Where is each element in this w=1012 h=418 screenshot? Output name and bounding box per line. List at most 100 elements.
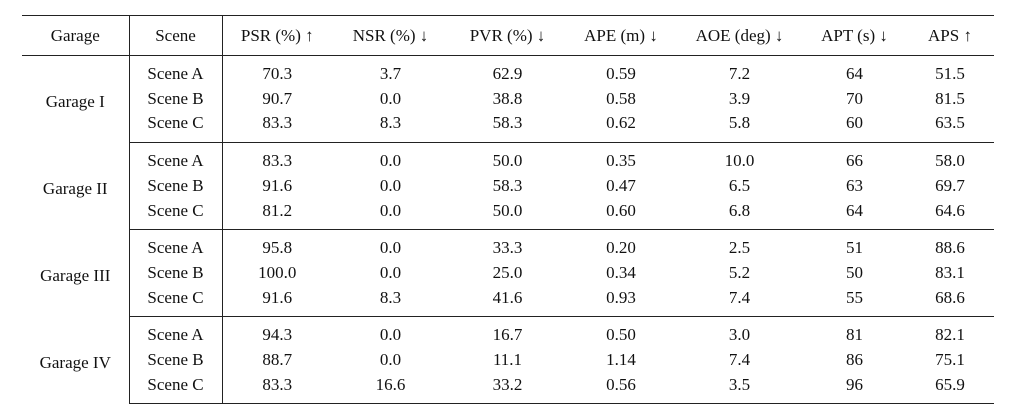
cell-psr: 94.3 (262, 325, 293, 345)
column-header-psr: PSR (%) ↑ (222, 15, 332, 56)
garage-group: Garage I Scene A 70.3 3.7 62.9 0.59 7.2 64 51.5 S… (22, 55, 994, 144)
cell-aps: 63.5 (906, 111, 994, 144)
garage-group: Garage IV Scene A 94.3 0.0 16.7 0.50 3.0 81 82.1… (22, 316, 994, 405)
cell-psr: 81.2 (222, 198, 332, 231)
cell-aoe: 10.0 (724, 151, 755, 171)
cell-pvr: 33.3 (492, 238, 523, 258)
cell-ape: 1.14 (606, 350, 636, 370)
cell-aoe: 7.4 (676, 285, 803, 318)
cell-nsr: 0.0 (379, 350, 402, 370)
table-row: Scene B 91.6 0.0 58.3 0.47 6.5 63 69.7 (22, 173, 994, 199)
garage-group: Garage II Scene A 83.3 0.0 50.0 0.35 10.0 66 58.… (22, 142, 994, 231)
column-header-apt: APT (s) ↓ (803, 15, 906, 56)
cell-aps: 82.1 (935, 325, 965, 345)
cell-nsr: 0.0 (379, 151, 402, 171)
column-header-aps: APS ↑ (906, 15, 994, 56)
cell-nsr: 3.7 (379, 64, 402, 83)
cell-pvr: 58.3 (492, 175, 523, 195)
table-row: Scene C 91.6 8.3 41.6 0.93 7.4 55 68.6 (22, 285, 994, 318)
cell-apt: 86 (846, 350, 863, 370)
table-row: Garage IV Scene A 94.3 0.0 16.7 0.50 3.0 81 82.1 (22, 316, 994, 404)
cell-aoe: 5.2 (728, 262, 751, 282)
cell-aoe: 2.5 (728, 238, 751, 258)
cell-aoe: 3.5 (676, 372, 803, 405)
garage-label: Garage IV (22, 316, 130, 404)
cell-nsr: 8.3 (332, 111, 449, 144)
cell-pvr: 58.3 (449, 111, 566, 144)
cell-apt: 51 (846, 238, 863, 258)
cell-nsr: 16.6 (332, 372, 449, 405)
cell-aps: 69.7 (935, 175, 965, 195)
results-table-container: Garage Scene PSR (%) ↑ NSR (%) ↓ PVR (%)… (22, 15, 994, 405)
cell-apt: 63 (846, 175, 863, 195)
results-table: Garage Scene PSR (%) ↑ NSR (%) ↓ PVR (%)… (22, 15, 994, 405)
cell-aps: 51.5 (935, 64, 965, 83)
garage-label: Garage III (22, 229, 130, 317)
cell-ape: 0.34 (606, 262, 636, 282)
cell-scene: Scene B (129, 86, 223, 112)
garage-label: Garage I (22, 55, 130, 143)
table-row: Scene C 81.2 0.0 50.0 0.60 6.8 64 64.6 (22, 198, 994, 231)
cell-aps: 58.0 (935, 151, 965, 171)
cell-nsr: 0.0 (379, 88, 402, 108)
cell-aoe: 7.4 (728, 350, 751, 370)
table-row: Scene C 83.3 8.3 58.3 0.62 5.8 60 63.5 (22, 111, 994, 144)
cell-aoe: 7.2 (728, 64, 751, 83)
cell-pvr: 62.9 (492, 64, 523, 83)
cell-aoe: 5.8 (676, 111, 803, 144)
cell-scene: Scene B (129, 348, 223, 373)
cell-scene: Scene A (129, 55, 223, 87)
cell-psr: 70.3 (262, 64, 293, 83)
header-row: Garage Scene PSR (%) ↑ NSR (%) ↓ PVR (%)… (22, 15, 994, 56)
cell-ape: 0.60 (566, 198, 676, 231)
table-row: Garage III Scene A 95.8 0.0 33.3 0.20 2.5 51 88.… (22, 229, 994, 317)
cell-pvr: 25.0 (492, 262, 523, 282)
cell-scene: Scene C (129, 372, 223, 405)
table-row: Scene C 83.3 16.6 33.2 0.56 3.5 96 65.9 (22, 372, 994, 405)
cell-aoe: 6.8 (676, 198, 803, 231)
cell-ape: 0.93 (566, 285, 676, 318)
column-header-ape: APE (m) ↓ (566, 15, 676, 56)
cell-aps: 64.6 (906, 198, 994, 231)
cell-aps: 83.1 (935, 262, 965, 282)
cell-psr: 95.8 (262, 238, 293, 258)
cell-ape: 0.20 (606, 238, 636, 258)
column-header-aoe: AOE (deg) ↓ (676, 15, 803, 56)
table-header: Garage Scene PSR (%) ↑ NSR (%) ↓ PVR (%)… (22, 15, 994, 56)
cell-scene: Scene B (129, 260, 223, 286)
garage-label: Garage II (22, 142, 130, 230)
cell-pvr: 33.2 (449, 372, 566, 405)
cell-ape: 0.59 (606, 64, 636, 83)
cell-scene: Scene A (129, 229, 223, 261)
cell-nsr: 0.0 (332, 198, 449, 231)
cell-scene: Scene A (129, 142, 223, 174)
garage-group: Garage III Scene A 95.8 0.0 33.3 0.20 2.5 51 88.… (22, 229, 994, 318)
cell-pvr: 41.6 (449, 285, 566, 318)
cell-apt: 66 (846, 151, 863, 171)
cell-aps: 68.6 (906, 285, 994, 318)
cell-ape: 0.50 (606, 325, 636, 345)
cell-ape: 0.58 (606, 88, 636, 108)
table-row: Garage I Scene A 70.3 3.7 62.9 0.59 7.2 64 51.5 (22, 55, 994, 143)
cell-apt: 96 (803, 372, 906, 405)
cell-pvr: 50.0 (492, 151, 523, 171)
cell-pvr: 50.0 (449, 198, 566, 231)
cell-psr: 91.6 (222, 285, 332, 318)
cell-pvr: 11.1 (492, 350, 523, 370)
cell-aps: 65.9 (906, 372, 994, 405)
cell-nsr: 0.0 (379, 175, 402, 195)
cell-psr: 90.7 (262, 88, 293, 108)
cell-aps: 75.1 (935, 350, 965, 370)
column-header-nsr: NSR (%) ↓ (332, 15, 449, 56)
cell-aoe: 3.9 (728, 88, 751, 108)
table-row: Garage II Scene A 83.3 0.0 50.0 0.35 10.0 66 58.… (22, 142, 994, 230)
cell-scene: Scene C (129, 111, 223, 144)
cell-pvr: 38.8 (492, 88, 523, 108)
column-header-scene: Scene (129, 15, 223, 56)
cell-apt: 81 (846, 325, 863, 345)
cell-ape: 0.47 (606, 175, 636, 195)
cell-nsr: 0.0 (379, 325, 402, 345)
cell-psr: 83.3 (222, 111, 332, 144)
cell-scene: Scene A (129, 316, 223, 349)
cell-nsr: 0.0 (379, 238, 402, 258)
